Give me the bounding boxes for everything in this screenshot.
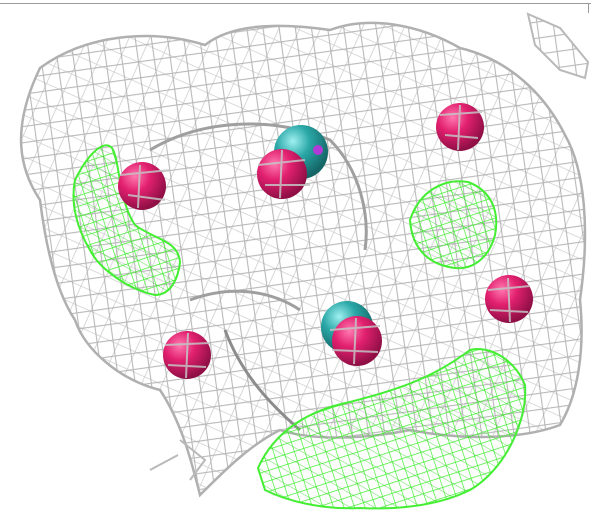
- magenta-ion-sphere: [118, 162, 166, 210]
- foreground-mesh-strands: [119, 104, 531, 379]
- difference-mesh-right: [408, 180, 498, 270]
- density-mesh-fragment: [526, 12, 590, 80]
- viewport-corner-mark: [588, 3, 589, 13]
- small-marker: [313, 145, 323, 155]
- viewport-top-border: [0, 3, 591, 4]
- magenta-ion-sphere: [332, 316, 382, 366]
